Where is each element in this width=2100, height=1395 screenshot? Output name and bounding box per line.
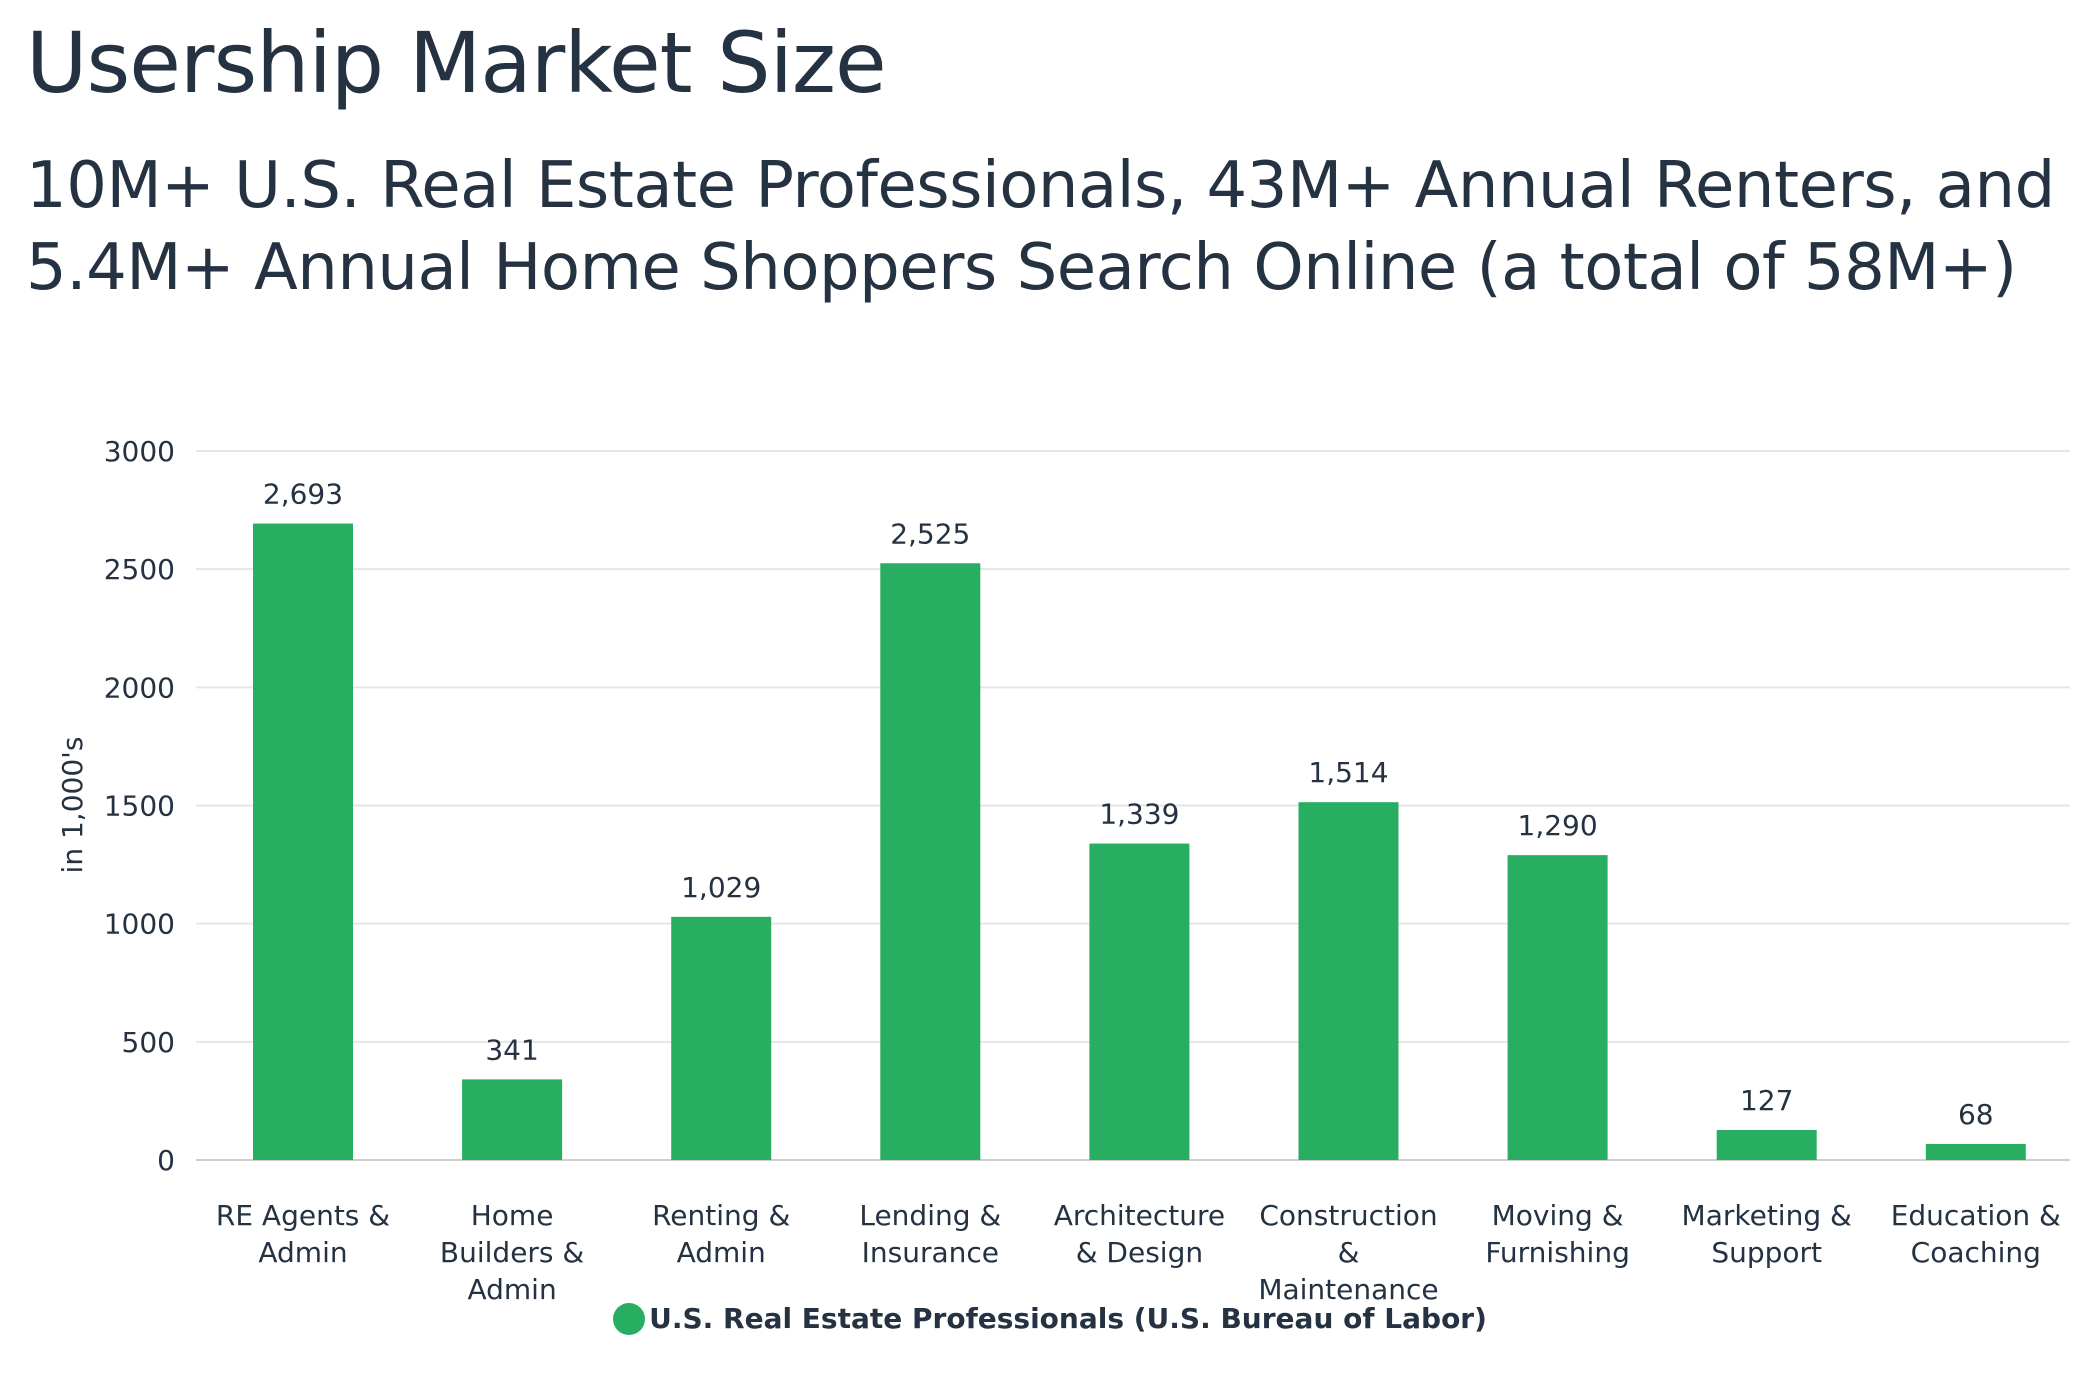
x-tick-label: Moving & Furnishing bbox=[1485, 1199, 1630, 1269]
bar bbox=[1298, 802, 1399, 1160]
x-tick-label: Marketing & Support bbox=[1682, 1199, 1852, 1269]
x-tick-label: RE Agents & Admin bbox=[216, 1199, 390, 1269]
y-tick-label: 1000 bbox=[104, 908, 175, 941]
subtitle-line-1: 10M+ U.S. Real Estate Professionals, 43M… bbox=[26, 149, 2055, 223]
bar bbox=[1925, 1143, 2026, 1160]
bar bbox=[880, 563, 981, 1160]
bar-value-label: 1,029 bbox=[681, 871, 761, 904]
page-subtitle: 10M+ U.S. Real Estate Professionals, 43M… bbox=[26, 145, 2086, 309]
x-tick-label: Architecture & Design bbox=[1054, 1199, 1225, 1269]
y-tick-label: 500 bbox=[122, 1026, 175, 1059]
bar-value-label: 68 bbox=[1958, 1098, 1994, 1131]
legend: U.S. Real Estate Professionals (U.S. Bur… bbox=[0, 1302, 2100, 1335]
bar bbox=[1089, 843, 1190, 1160]
x-tick-label: Home Builders & Admin bbox=[440, 1199, 584, 1306]
y-tick-label: 3000 bbox=[104, 435, 175, 468]
bar-value-label: 1,514 bbox=[1308, 756, 1388, 789]
bar-value-label: 1,339 bbox=[1099, 798, 1179, 831]
y-tick-label: 2000 bbox=[104, 671, 175, 704]
bar bbox=[1716, 1129, 1817, 1160]
bar bbox=[253, 523, 353, 1160]
page-title: Usership Market Size bbox=[26, 14, 887, 112]
y-tick-label: 2500 bbox=[104, 553, 175, 586]
bar-value-label: 2,693 bbox=[263, 478, 343, 511]
bar bbox=[671, 916, 772, 1160]
y-axis-label: in 1,000's bbox=[56, 737, 89, 874]
bar bbox=[462, 1079, 563, 1160]
subtitle-line-2: 5.4M+ Annual Home Shoppers Search Online… bbox=[26, 231, 2017, 305]
bar-value-labels: 2,693 341 1,029 2,525 1,339 1,514 1,290 127 68 bbox=[263, 478, 1994, 1131]
bar-value-label: 2,525 bbox=[890, 517, 970, 550]
bars bbox=[253, 523, 2026, 1160]
x-axis-category-labels: RE Agents & Admin Home Builders & Admin Renti… bbox=[216, 1199, 2061, 1306]
y-axis-ticks: 0 500 1000 1500 2000 2500 3000 bbox=[104, 435, 175, 1177]
x-tick-label: Lending & Insurance bbox=[859, 1199, 1001, 1269]
y-tick-label: 1500 bbox=[104, 790, 175, 823]
bar-value-label: 341 bbox=[485, 1033, 538, 1066]
y-tick-label: 0 bbox=[157, 1144, 175, 1177]
bar-value-label: 1,290 bbox=[1518, 809, 1598, 842]
legend-label: U.S. Real Estate Professionals (U.S. Bur… bbox=[649, 1302, 1487, 1335]
bar-value-label: 127 bbox=[1740, 1084, 1793, 1117]
x-tick-label: Construction & Maintenance bbox=[1258, 1199, 1438, 1306]
x-tick-label: Renting & Admin bbox=[652, 1199, 790, 1269]
legend-swatch-icon bbox=[613, 1302, 646, 1335]
x-tick-label: Education & Coaching bbox=[1891, 1199, 2061, 1269]
bar bbox=[1507, 855, 1608, 1160]
